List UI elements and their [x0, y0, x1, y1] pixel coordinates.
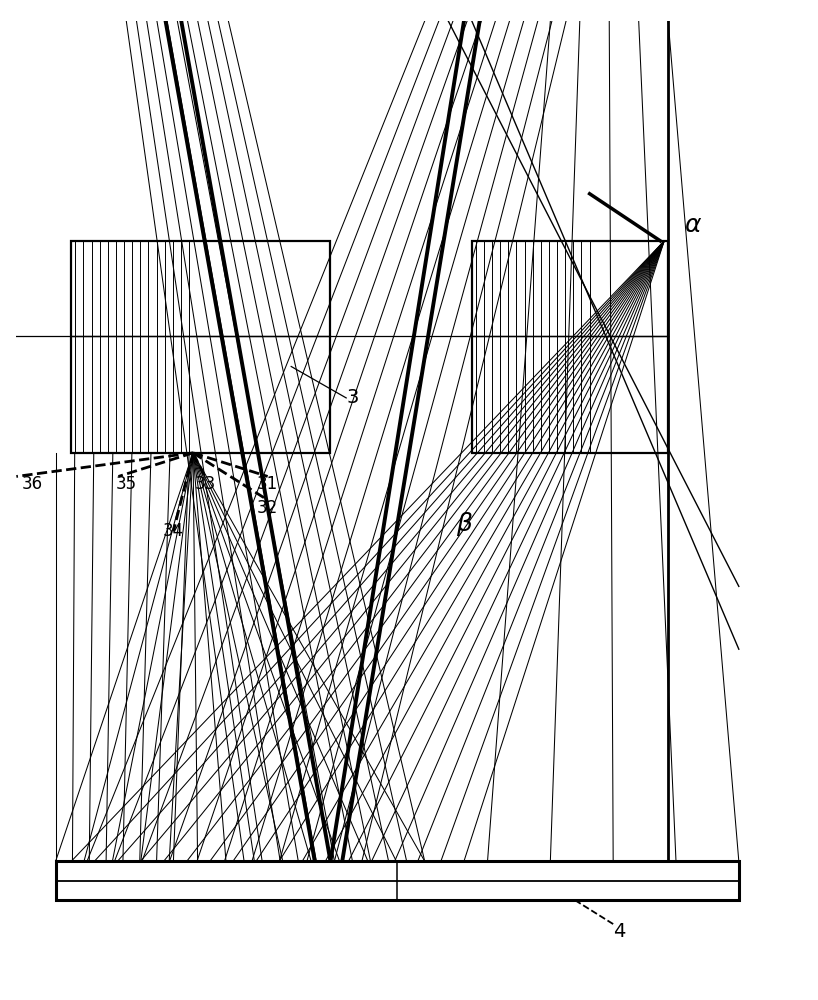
Text: 32: 32: [257, 499, 278, 517]
Text: $\beta$: $\beta$: [456, 510, 474, 538]
Text: 34: 34: [163, 522, 184, 540]
Text: 35: 35: [115, 475, 137, 493]
Bar: [71, 241, 330, 453]
Bar: [472, 241, 668, 453]
Bar: [56, 861, 739, 900]
Text: 31: 31: [257, 475, 278, 493]
Text: 3: 3: [346, 388, 358, 407]
Text: 36: 36: [21, 475, 43, 493]
Text: 33: 33: [194, 475, 215, 493]
Text: 4: 4: [614, 922, 626, 941]
Text: $\alpha$: $\alpha$: [684, 213, 702, 237]
